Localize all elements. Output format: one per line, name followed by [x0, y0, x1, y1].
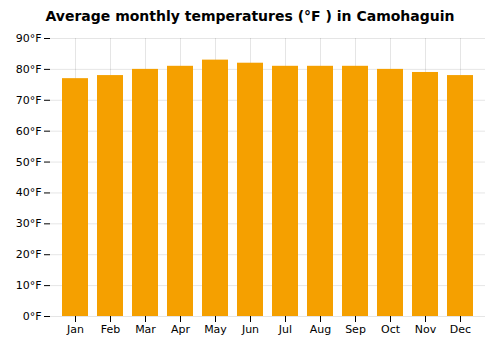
- svg-text:90°F: 90°F: [16, 32, 42, 45]
- svg-text:20°F: 20°F: [16, 248, 42, 261]
- svg-text:May: May: [204, 323, 227, 336]
- svg-text:Dec: Dec: [450, 323, 471, 336]
- svg-text:50°F: 50°F: [16, 156, 42, 169]
- svg-text:70°F: 70°F: [16, 94, 42, 107]
- svg-text:0°F: 0°F: [23, 310, 42, 323]
- svg-text:Feb: Feb: [101, 323, 120, 336]
- svg-text:Oct: Oct: [381, 323, 401, 336]
- svg-text:Nov: Nov: [415, 323, 437, 336]
- svg-text:80°F: 80°F: [16, 63, 42, 76]
- svg-text:Aug: Aug: [310, 323, 331, 336]
- svg-text:Sep: Sep: [345, 323, 366, 336]
- svg-text:30°F: 30°F: [16, 217, 42, 230]
- svg-text:60°F: 60°F: [16, 125, 42, 138]
- svg-text:Jul: Jul: [278, 323, 292, 336]
- svg-text:Mar: Mar: [135, 323, 156, 336]
- svg-text:40°F: 40°F: [16, 186, 42, 199]
- svg-text:10°F: 10°F: [16, 279, 42, 292]
- svg-text:Jan: Jan: [66, 323, 84, 336]
- svg-text:Apr: Apr: [171, 323, 191, 336]
- svg-text:Jun: Jun: [241, 323, 259, 336]
- html-text:Average monthly temperatures (: Average monthly temperatures (°F ) in Ca…: [45, 8, 455, 24]
